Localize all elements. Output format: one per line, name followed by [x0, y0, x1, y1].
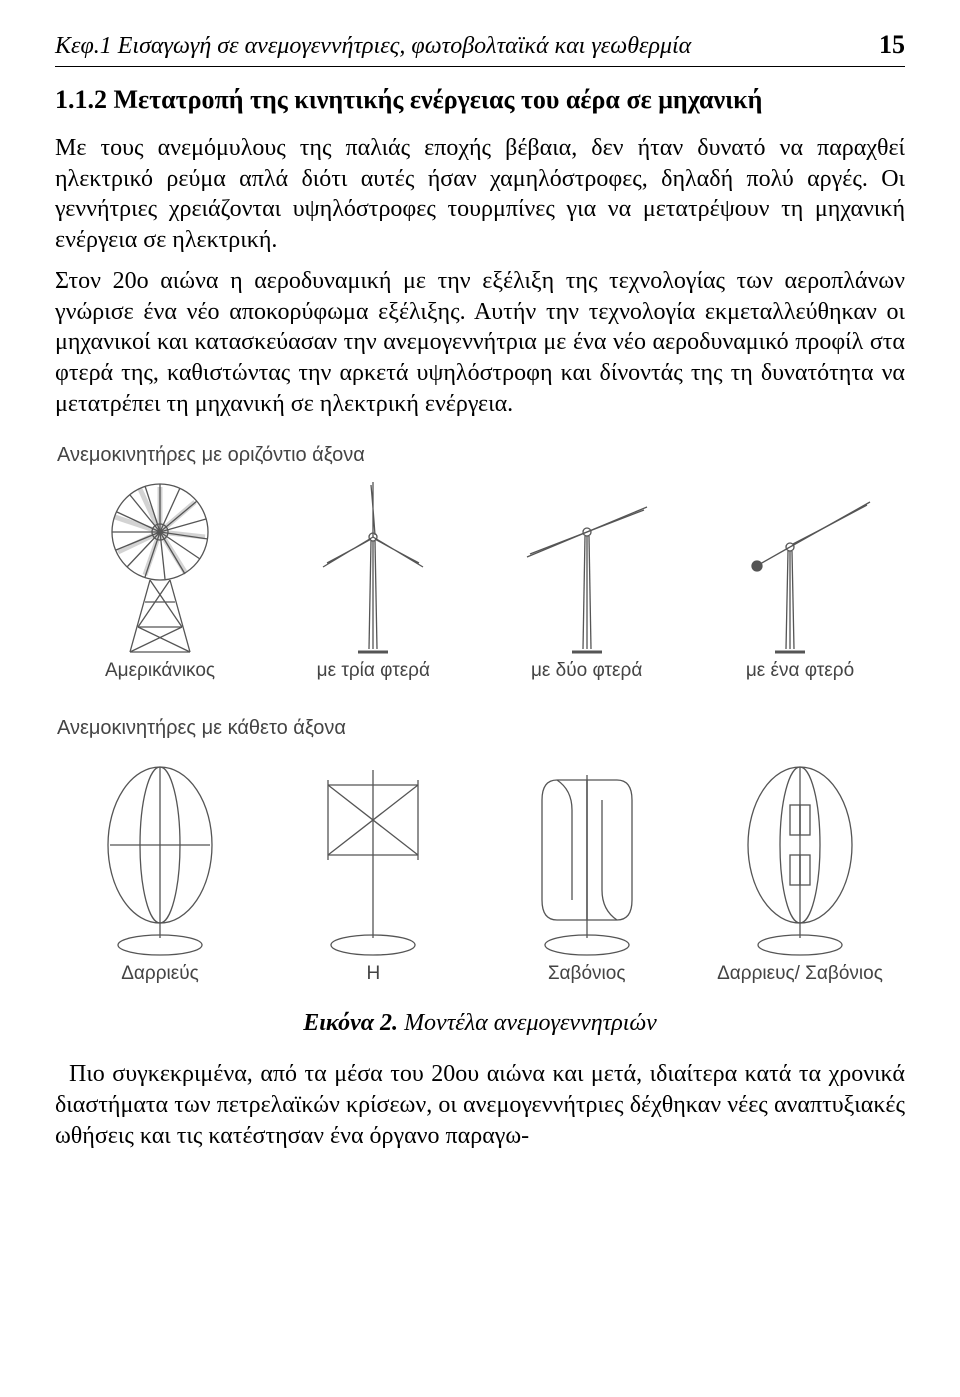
figure-caption: Εικόνα 2. Μοντέλα ανεμογεννητριών — [55, 1010, 905, 1037]
figure-2: Ανεμοκινητήρες με οριζόντιο άξονα — [55, 444, 905, 1037]
turbine-one-blade-icon — [715, 477, 885, 657]
turbine-h-rotor-label: H — [366, 963, 380, 985]
turbine-darrieus-savonius-label: Δαρριευς/ Σαβόνιος — [717, 963, 883, 985]
turbine-american-icon — [85, 477, 235, 657]
turbine-one-blade: με ένα φτερό — [700, 477, 900, 682]
paragraph-3: Πιο συγκεκριμένα, από τα μέσα του 20ου α… — [55, 1059, 905, 1151]
turbine-darrieus-label: Δαρριεύς — [121, 963, 199, 985]
figure-row-vertical: Δαρριεύς — [55, 750, 905, 985]
turbine-h-rotor: H — [273, 750, 473, 985]
figure-caption-label: Εικόνα 2. — [303, 1010, 398, 1036]
turbine-h-rotor-icon — [293, 750, 453, 960]
turbine-darrieus-savonius: Δαρριευς/ Σαβόνιος — [700, 750, 900, 985]
turbine-darrieus-savonius-icon — [720, 750, 880, 960]
turbine-savonius: Σαβόνιος — [487, 750, 687, 985]
running-head: Κεφ.1 Εισαγωγή σε ανεμογεννήτριες, φωτοβ… — [55, 33, 691, 60]
page-number: 15 — [879, 30, 905, 60]
turbine-darrieus: Δαρριεύς — [60, 750, 260, 985]
turbine-two-blade: με δύο φτερά — [487, 477, 687, 682]
turbine-two-blade-label: με δύο φτερά — [531, 660, 642, 682]
turbine-three-blade-icon — [293, 477, 453, 657]
turbine-american-label: Αμερικάνικος — [105, 660, 215, 682]
figure-caption-text: Μοντέλα ανεμογεννητριών — [398, 1010, 657, 1036]
figure-subheading-horizontal: Ανεμοκινητήρες με οριζόντιο άξονα — [57, 444, 905, 467]
turbine-darrieus-icon — [80, 750, 240, 960]
figure-row-horizontal: Αμερικάνικος — [55, 477, 905, 682]
turbine-three-blade-label: με τρία φτερά — [317, 660, 430, 682]
paragraph-1: Με τους ανεμόμυλους της παλιάς εποχής βέ… — [55, 133, 905, 256]
turbine-savonius-icon — [507, 750, 667, 960]
document-page: Κεφ.1 Εισαγωγή σε ανεμογεννήτριες, φωτοβ… — [0, 0, 960, 1152]
paragraph-2: Στον 20ο αιώνα η αεροδυναμική με την εξέ… — [55, 266, 905, 420]
turbine-two-blade-icon — [502, 477, 672, 657]
turbine-one-blade-label: με ένα φτερό — [746, 660, 854, 682]
turbine-american: Αμερικάνικος — [60, 477, 260, 682]
figure-subheading-vertical: Ανεμοκινητήρες με κάθετο άξονα — [57, 717, 905, 740]
turbine-three-blade: με τρία φτερά — [273, 477, 473, 682]
page-header: Κεφ.1 Εισαγωγή σε ανεμογεννήτριες, φωτοβ… — [55, 30, 905, 67]
turbine-savonius-label: Σαβόνιος — [548, 963, 626, 985]
section-heading: 1.1.2 Μετατροπή της κινητικής ενέργειας … — [55, 85, 905, 115]
